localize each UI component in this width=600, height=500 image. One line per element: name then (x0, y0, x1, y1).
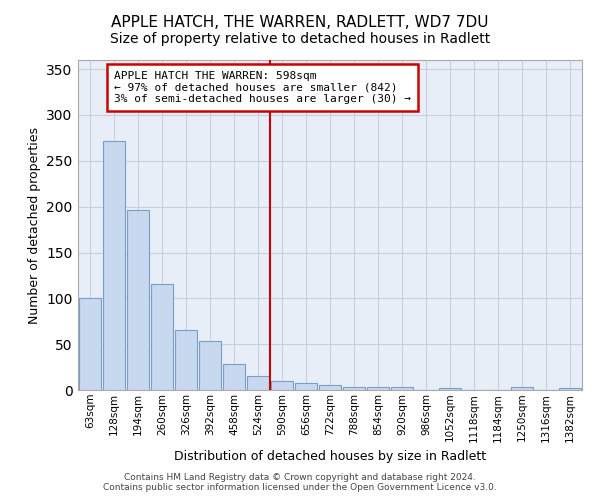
Bar (127, 210, 149, 390)
Bar (271, 381, 293, 390)
Bar (103, 140, 125, 390)
Bar (367, 387, 389, 390)
Bar (223, 364, 245, 390)
Bar (511, 387, 533, 390)
Bar (247, 376, 269, 390)
Text: Contains HM Land Registry data © Crown copyright and database right 2024.
Contai: Contains HM Land Registry data © Crown c… (103, 473, 497, 492)
Bar (199, 340, 221, 390)
X-axis label: Distribution of detached houses by size in Radlett: Distribution of detached houses by size … (174, 450, 486, 463)
Bar (439, 388, 461, 390)
Y-axis label: Number of detached properties: Number of detached properties (28, 126, 41, 324)
Text: APPLE HATCH THE WARREN: 598sqm
← 97% of detached houses are smaller (842)
3% of : APPLE HATCH THE WARREN: 598sqm ← 97% of … (114, 71, 411, 104)
Bar (151, 284, 173, 390)
Text: Size of property relative to detached houses in Radlett: Size of property relative to detached ho… (110, 32, 490, 46)
Bar (559, 388, 581, 390)
Bar (175, 330, 197, 390)
Bar (319, 386, 341, 390)
Text: APPLE HATCH, THE WARREN, RADLETT, WD7 7DU: APPLE HATCH, THE WARREN, RADLETT, WD7 7D… (111, 15, 489, 30)
Bar (295, 382, 317, 390)
Bar (79, 298, 101, 390)
Bar (391, 387, 413, 390)
Bar (343, 387, 365, 390)
